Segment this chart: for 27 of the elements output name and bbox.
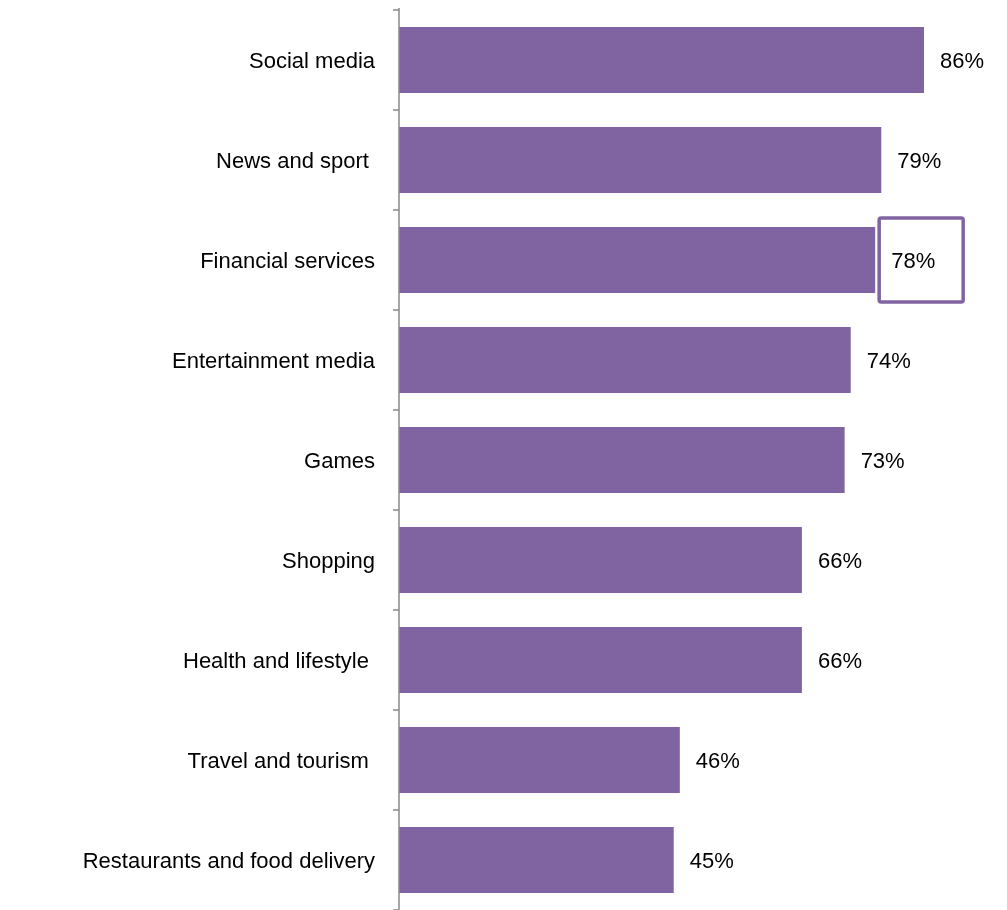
- data-label: 78%: [891, 247, 936, 273]
- bar: [399, 727, 680, 793]
- bar: [399, 627, 802, 693]
- data-label: 79%: [897, 147, 942, 173]
- data-label: 74%: [866, 347, 911, 373]
- data-label: 45%: [689, 847, 734, 873]
- data-label: 66%: [817, 547, 862, 573]
- data-label: 73%: [860, 447, 905, 473]
- bar: [399, 127, 882, 193]
- y-tick-label: Shopping: [282, 547, 375, 573]
- y-tick-label: Social media: [249, 47, 376, 73]
- bar: [399, 827, 674, 893]
- y-tick-label: Health and lifestyle: [183, 647, 375, 673]
- data-label: 86%: [940, 47, 985, 73]
- bar: [399, 327, 851, 393]
- y-tick-label: Games: [304, 447, 375, 473]
- data-label: 46%: [695, 747, 740, 773]
- y-tick-label: Restaurants and food delivery: [82, 847, 375, 873]
- y-tick-label: Financial services: [200, 247, 375, 273]
- y-tick-label: Entertainment media: [172, 347, 376, 373]
- bar: [399, 427, 845, 493]
- bar: [399, 227, 876, 293]
- data-label: 66%: [817, 647, 862, 673]
- y-tick-label: News and sport: [216, 147, 375, 173]
- y-tick-label: Travel and tourism: [187, 747, 375, 773]
- bar: [399, 27, 924, 93]
- bar: [399, 527, 802, 593]
